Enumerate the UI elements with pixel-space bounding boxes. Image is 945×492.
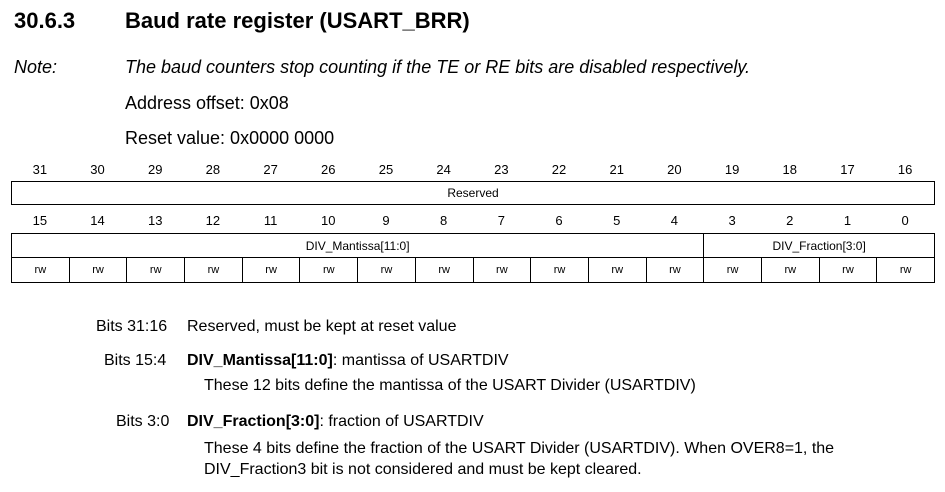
bit-number: 27 bbox=[263, 161, 278, 177]
bit-number: 8 bbox=[440, 212, 448, 228]
bit-number: 1 bbox=[843, 212, 852, 228]
bit-number: 18 bbox=[782, 161, 798, 177]
bit-number: 31 bbox=[32, 161, 48, 177]
access-type: rw bbox=[184, 257, 243, 283]
div-fraction-field-name: DIV_Fraction[3:0] bbox=[187, 413, 320, 430]
bit-number: 25 bbox=[378, 161, 394, 177]
access-type: rw bbox=[703, 257, 762, 283]
bit-number: 20 bbox=[667, 161, 682, 177]
bit-number: 13 bbox=[147, 212, 163, 228]
reset-value: Reset value: 0x0000 0000 bbox=[125, 128, 335, 148]
div-mantissa-field-name: DIV_Mantissa[11:0] bbox=[187, 352, 333, 369]
access-type: rw bbox=[645, 257, 705, 283]
upper-field-row: Reserved bbox=[11, 181, 935, 205]
div-fraction-field: DIV_Fraction[3:0] bbox=[703, 233, 935, 258]
bit-number: 22 bbox=[551, 161, 567, 177]
bit-number: 9 bbox=[382, 212, 390, 228]
access-type: rw bbox=[876, 257, 935, 283]
bit-number: 3 bbox=[728, 212, 736, 228]
bits-15-4-body: These 12 bits define the mantissa of the… bbox=[204, 377, 696, 394]
bits-31-16-text: Reserved, must be kept at reset value bbox=[187, 318, 457, 335]
upper-bit-numbers: 31 30 29 28 27 26 25 24 23 22 21 20 19 18 17 16 bbox=[11, 158, 934, 180]
access-type: rw bbox=[472, 257, 532, 283]
bit-number: 23 bbox=[494, 161, 509, 177]
bit-number: 11 bbox=[263, 212, 278, 228]
section-number: 30.6.3 bbox=[14, 8, 76, 33]
lower-bit-numbers: 15 14 13 12 11 10 9 8 7 6 5 4 3 2 1 0 bbox=[11, 209, 934, 231]
bit-number: 0 bbox=[901, 212, 909, 228]
bit-number: 14 bbox=[90, 212, 105, 228]
bit-number: 4 bbox=[670, 212, 679, 228]
section-title: Baud rate register (USART_BRR) bbox=[125, 8, 470, 33]
bit-number: 19 bbox=[724, 161, 740, 177]
bit-number: 12 bbox=[205, 212, 221, 228]
bit-number: 28 bbox=[205, 161, 221, 177]
bit-number: 24 bbox=[436, 161, 451, 177]
bit-number: 30 bbox=[90, 161, 105, 177]
bit-number: 7 bbox=[497, 212, 505, 228]
bits-3-0-label: Bits 3:0 bbox=[116, 413, 170, 430]
bits-3-0-heading: DIV_Fraction[3:0]: fraction of USARTDIV bbox=[187, 413, 484, 431]
access-type: rw bbox=[11, 257, 70, 283]
bit-number: 26 bbox=[321, 161, 336, 177]
bits-15-4-label: Bits 15:4 bbox=[104, 352, 167, 369]
bit-number: 17 bbox=[840, 161, 855, 177]
div-mantissa-summary: : mantissa of USARTDIV bbox=[332, 352, 509, 369]
note-label: Note: bbox=[14, 57, 58, 77]
bits-15-4-heading: DIV_Mantissa[11:0]: mantissa of USARTDIV bbox=[187, 352, 509, 370]
bits-31-16-label: Bits 31:16 bbox=[96, 318, 168, 335]
bit-number: 21 bbox=[609, 161, 624, 177]
access-type: rw bbox=[818, 257, 878, 283]
bit-number: 29 bbox=[147, 161, 163, 177]
access-type: rw bbox=[126, 257, 186, 283]
access-type: rw bbox=[414, 257, 474, 283]
div-mantissa-field: DIV_Mantissa[11:0] bbox=[10, 233, 705, 258]
lower-field-rows: DIV_Mantissa[11:0] DIV_Fraction[3:0] rw rw… bbox=[10, 233, 935, 283]
access-type: rw bbox=[241, 257, 301, 283]
access-type: rw bbox=[587, 257, 647, 283]
bit-number: 16 bbox=[897, 161, 913, 177]
address-offset: Address offset: 0x08 bbox=[125, 93, 289, 113]
bits-3-0-body: These 4 bits define the fraction of the … bbox=[204, 440, 835, 478]
bit-number: 5 bbox=[613, 212, 621, 228]
bit-number: 2 bbox=[786, 212, 794, 228]
bit-number: 10 bbox=[321, 212, 336, 228]
access-type: rw bbox=[299, 257, 359, 283]
access-type: rw bbox=[530, 257, 589, 283]
bit-number: 6 bbox=[555, 212, 563, 228]
bit-number: 15 bbox=[32, 212, 48, 228]
reserved-field: Reserved bbox=[11, 181, 935, 205]
access-type: rw bbox=[357, 257, 416, 283]
note-text: The baud counters stop counting if the T… bbox=[125, 57, 750, 77]
div-fraction-summary: : fraction of USARTDIV bbox=[319, 413, 484, 430]
access-type: rw bbox=[68, 257, 128, 283]
access-type: rw bbox=[760, 257, 820, 283]
